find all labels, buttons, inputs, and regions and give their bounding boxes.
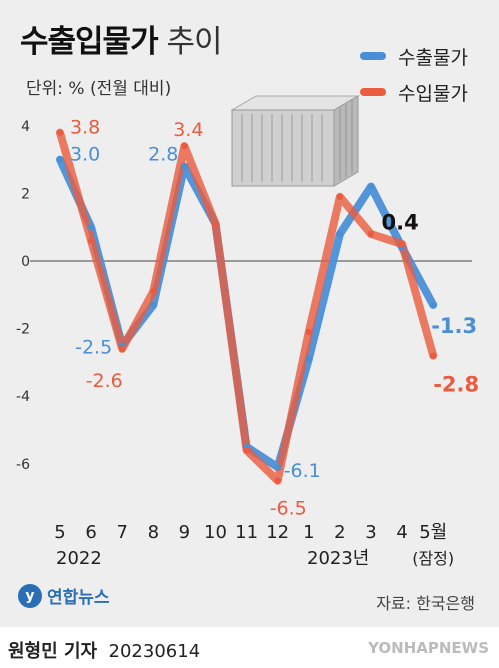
data-label-import: -2.8 bbox=[433, 373, 479, 397]
y-tick-label: 2 bbox=[21, 186, 30, 202]
x-tick-label: 4 bbox=[396, 522, 407, 543]
x-tick-label: 1 bbox=[303, 522, 314, 543]
data-point-import bbox=[337, 194, 343, 200]
x-tick-label: 12 bbox=[266, 522, 289, 543]
x-tick-label: 5 bbox=[54, 522, 65, 543]
x-tick-label: 7 bbox=[116, 522, 127, 543]
data-point-import bbox=[150, 288, 156, 294]
reporter-credit: 원형민 기자 20230614 bbox=[8, 637, 200, 663]
data-point-export bbox=[275, 464, 281, 470]
reporter-name: 원형민 기자 bbox=[8, 641, 97, 662]
y-tick-label: -6 bbox=[16, 457, 30, 473]
data-point-import bbox=[181, 143, 187, 149]
data-point-export bbox=[368, 183, 374, 189]
logo-mark: y bbox=[18, 584, 42, 608]
publish-date: 20230614 bbox=[109, 641, 201, 662]
data-label-export: -2.5 bbox=[75, 337, 112, 359]
data-point-import bbox=[430, 352, 436, 358]
year-label-2023: 2023년 bbox=[307, 548, 369, 569]
shipping-container-icon bbox=[232, 96, 358, 186]
x-tick-label: 2 bbox=[334, 522, 345, 543]
data-label-export: -6.1 bbox=[284, 460, 321, 482]
data-label-export: -1.3 bbox=[431, 314, 477, 338]
x-tick-label: 10 bbox=[204, 522, 227, 543]
y-tick-label: -4 bbox=[16, 389, 30, 405]
data-label-import: 3.4 bbox=[173, 119, 203, 141]
yonhap-logo: y연합뉴스 bbox=[18, 583, 110, 608]
x-tick-label: 11 bbox=[235, 522, 258, 543]
data-point-import bbox=[399, 241, 405, 247]
data-point-import bbox=[275, 478, 281, 484]
data-point-import bbox=[119, 346, 125, 352]
x-tick-label: 5월(잠정) bbox=[412, 522, 454, 568]
data-point-export bbox=[337, 231, 343, 237]
agency-watermark: YONHAPNEWS bbox=[368, 639, 489, 657]
x-tick-label: 6 bbox=[85, 522, 96, 543]
x-tick-label: 9 bbox=[179, 522, 190, 543]
data-point-import bbox=[243, 447, 249, 453]
data-label-export: 0.4 bbox=[381, 211, 418, 235]
data-point-export bbox=[306, 356, 312, 362]
data-point-import bbox=[368, 231, 374, 237]
data-point-export bbox=[181, 163, 187, 169]
footer: 원형민 기자 20230614 YONHAPNEWS bbox=[0, 627, 499, 668]
data-point-export bbox=[88, 224, 94, 230]
data-point-export bbox=[430, 302, 436, 308]
y-tick-label: -2 bbox=[16, 322, 30, 338]
data-point-import bbox=[57, 129, 63, 135]
data-label-export: 3.0 bbox=[70, 144, 100, 166]
y-tick-label: 4 bbox=[21, 119, 30, 135]
x-tick-label: 3 bbox=[365, 522, 376, 543]
data-point-export bbox=[150, 302, 156, 308]
data-point-import bbox=[212, 221, 218, 227]
data-label-import: 3.8 bbox=[70, 117, 100, 139]
logo-text: 연합뉴스 bbox=[47, 583, 110, 608]
y-tick-label: 0 bbox=[21, 254, 30, 270]
year-label-2022: 2022 bbox=[56, 548, 102, 569]
x-tick-label: 8 bbox=[148, 522, 159, 543]
data-label-import: -6.5 bbox=[270, 498, 307, 520]
data-point-export bbox=[57, 156, 63, 162]
data-label-export: 2.8 bbox=[148, 143, 178, 165]
data-point-import bbox=[88, 238, 94, 244]
data-label-import: -2.6 bbox=[86, 370, 123, 392]
source-credit: 자료: 한국은행 bbox=[376, 590, 475, 614]
data-point-import bbox=[306, 329, 312, 335]
